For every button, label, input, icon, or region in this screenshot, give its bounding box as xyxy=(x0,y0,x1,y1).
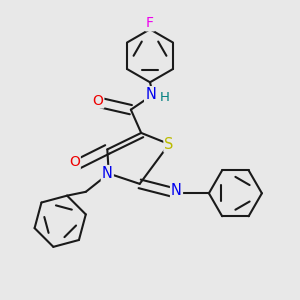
Text: N: N xyxy=(145,87,156,102)
Text: O: O xyxy=(69,155,80,169)
Text: O: O xyxy=(92,94,103,107)
Text: F: F xyxy=(146,16,154,30)
Text: S: S xyxy=(164,136,174,152)
Text: H: H xyxy=(160,91,170,104)
Text: N: N xyxy=(171,183,182,198)
Text: N: N xyxy=(102,166,113,181)
